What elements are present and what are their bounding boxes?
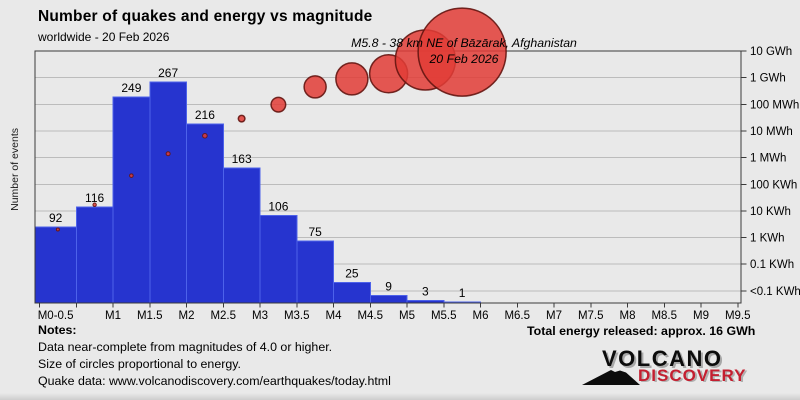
- x-tick-label: M1: [105, 310, 121, 322]
- notes-heading: Notes:: [38, 323, 77, 337]
- x-tick-label: M5.5: [431, 310, 457, 322]
- energy-bubble: [165, 151, 171, 157]
- bar-M4.5: [333, 281, 371, 304]
- annotation-location: M5.8 - 38 km NE of Bāzārak, Afghanistan: [351, 36, 577, 50]
- x-tick-label: M6: [473, 310, 489, 322]
- x-tick-label: M2.5: [210, 310, 236, 322]
- total-energy-label: Total energy released: approx. 16 GWh: [527, 324, 756, 338]
- chart-subtitle: worldwide - 20 Feb 2026: [38, 30, 170, 44]
- right-axis-label: 10 KWh: [750, 206, 791, 218]
- right-axis-label: <0.1 KWh: [750, 286, 800, 298]
- bar-value-label: 216: [195, 108, 215, 122]
- bar-M5: [369, 295, 408, 304]
- plot-frame: [34, 50, 742, 304]
- bar-value-label: 267: [158, 66, 178, 80]
- x-tick-label: M9.5: [725, 310, 751, 322]
- energy-bubble: [202, 132, 208, 139]
- bar-M1: [75, 206, 114, 304]
- bar-value-label: 3: [422, 285, 429, 299]
- x-tick-label: M3: [252, 310, 268, 322]
- bar-value-label: 75: [308, 225, 322, 239]
- logo-discovery-text: DISCOVERY: [638, 366, 747, 385]
- energy-bubble: [335, 62, 369, 96]
- bar-value-label: 92: [49, 211, 63, 225]
- volcano-icon: [582, 370, 640, 385]
- bar-M3.5: [259, 214, 298, 304]
- energy-bubble: [237, 114, 246, 123]
- x-tick-label: M7: [546, 310, 562, 322]
- right-axis-label: 1 MWh: [750, 153, 786, 165]
- bar-value-label: 249: [121, 81, 141, 95]
- energy-bubble: [129, 173, 134, 178]
- x-tick-label: M8: [620, 310, 636, 322]
- x-tick-label: M9: [693, 310, 709, 322]
- note-line-url: Quake data: www.volcanodiscovery.com/ear…: [38, 374, 391, 388]
- energy-bubble: [270, 96, 287, 113]
- x-tick-label: M4: [326, 310, 343, 322]
- x-tick-label: M2: [179, 310, 195, 322]
- right-axis-label: 100 KWh: [750, 179, 797, 191]
- note-line: Size of circles proportional to energy.: [38, 357, 241, 371]
- bar-value-label: 25: [345, 266, 359, 280]
- bar-M4: [296, 240, 334, 304]
- annotation-date: 20 Feb 2026: [428, 52, 498, 66]
- energy-bubble: [417, 7, 507, 97]
- x-tick-label: M6.5: [504, 310, 530, 322]
- notes-block: Notes: Data near-complete from magnitude…: [38, 322, 391, 390]
- x-tick-label: M3.5: [284, 310, 310, 322]
- note-line: Data near-complete from magnitudes of 4.…: [38, 340, 333, 354]
- bar-M1.5: [112, 96, 151, 304]
- bar-value-label: 9: [385, 280, 392, 294]
- right-axis-label: 1 KWh: [750, 233, 785, 245]
- bar-M2: [149, 81, 187, 304]
- right-axis-label: 10 MWh: [750, 126, 793, 138]
- x-tick-label: M1.5: [137, 310, 163, 322]
- bar-value-label: 163: [232, 152, 252, 166]
- x-tick-label: M5: [399, 310, 415, 322]
- y-axis-label: Number of events: [9, 128, 21, 211]
- bar-value-label: 1: [459, 286, 466, 300]
- right-axis-label: 10 GWh: [750, 46, 792, 58]
- bar-M0-0.5: [34, 226, 77, 304]
- energy-bubble: [92, 202, 97, 207]
- energy-bubble: [55, 227, 60, 232]
- right-axis-label: 100 MWh: [750, 99, 799, 111]
- chart-title: Number of quakes and energy vs magnitude: [38, 8, 373, 25]
- bar-value-label: 116: [85, 191, 104, 205]
- x-tick-label: M0-0.5: [38, 310, 74, 322]
- x-tick-label: M7.5: [578, 310, 604, 322]
- energy-bubble: [303, 75, 327, 99]
- bar-value-label: 106: [268, 199, 288, 213]
- x-tick-label: M4.5: [357, 310, 383, 322]
- bar-M3: [222, 167, 261, 304]
- bar-M2.5: [186, 123, 224, 304]
- bottom-edge-shading: [0, 393, 800, 400]
- logo-volcano-text: VOLCANO: [602, 346, 723, 371]
- x-tick-label: M8.5: [651, 310, 677, 322]
- right-axis-label: 0.1 KWh: [750, 259, 794, 271]
- right-axis-label: 1 GWh: [750, 73, 786, 85]
